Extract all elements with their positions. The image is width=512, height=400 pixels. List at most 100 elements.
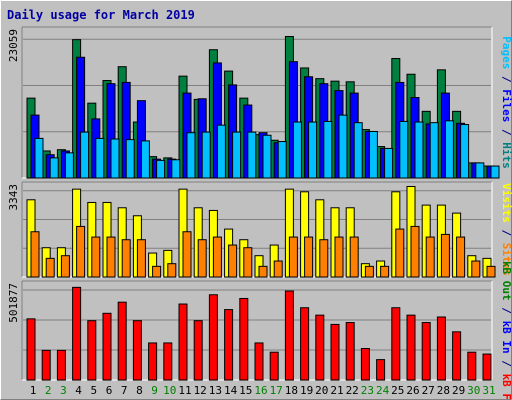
bar-hits-pages — [323, 120, 333, 179]
bar-kbytes-kb-f — [224, 309, 234, 381]
bar-sites-sites — [304, 236, 314, 278]
bar-hits-pages — [95, 137, 105, 179]
bar-hits-pages — [384, 147, 394, 179]
bar-kbytes-kb-f — [102, 312, 112, 381]
bar-sites-sites — [91, 236, 101, 278]
bar-hits-pages — [262, 134, 272, 179]
legend-label: / — [500, 69, 512, 89]
bar-kbytes-kb-f — [56, 349, 66, 381]
bar-hits-pages — [247, 131, 257, 179]
bar-sites-sites — [30, 231, 40, 278]
bar-hits-pages — [140, 140, 150, 179]
x-tick-label: 2 — [45, 384, 52, 397]
bar-hits-pages — [490, 165, 500, 179]
bar-hits-pages — [171, 159, 181, 179]
bar-kbytes-kb-f — [467, 351, 477, 381]
bar-hits-pages — [201, 131, 211, 179]
bar-kbytes-kb-f — [254, 342, 264, 381]
bar-kbytes-kb-f — [421, 322, 431, 381]
panel-hits-ymax-label: 23059 — [7, 29, 20, 62]
x-tick-label: 27 — [422, 384, 435, 397]
x-tick-label: 18 — [285, 384, 298, 397]
bar-sites-sites — [364, 265, 374, 278]
bar-kbytes-kb-f — [284, 290, 294, 381]
legend-label: Pages — [500, 36, 512, 69]
bar-hits-pages — [368, 130, 378, 179]
x-tick-label: 21 — [330, 384, 343, 397]
bar-hits-pages — [399, 120, 409, 179]
bar-hits-pages — [125, 139, 135, 179]
bar-kbytes-kb-f — [132, 320, 142, 381]
bar-kbytes-kb-f — [117, 301, 127, 381]
bar-kbytes-kb-f — [41, 349, 51, 381]
x-tick-label: 26 — [406, 384, 419, 397]
bar-sites-sites — [471, 260, 481, 278]
bar-hits-pages — [34, 137, 44, 179]
legend-label: kB F — [500, 374, 512, 400]
bar-kbytes-kb-f — [72, 286, 82, 381]
bar-sites-sites — [136, 239, 146, 278]
chart-title: Daily usage for March 2019 — [7, 8, 195, 22]
bar-sites-sites — [273, 260, 283, 278]
bar-hits-pages — [232, 131, 242, 179]
bar-hits-pages — [49, 157, 59, 179]
legend-label: Hits — [500, 142, 512, 169]
x-tick-label: 20 — [315, 384, 328, 397]
x-tick-label: 1 — [30, 384, 37, 397]
x-tick-label: 15 — [239, 384, 252, 397]
bar-hits-pages — [338, 114, 348, 179]
bar-sites-sites — [45, 257, 55, 278]
bar-kbytes-kb-f — [360, 347, 370, 381]
bar-kbytes-kb-f — [26, 318, 36, 381]
legend-label: Visits — [500, 183, 512, 223]
x-tick-label: 8 — [136, 384, 143, 397]
bar-sites-sites — [319, 239, 329, 278]
bar-kbytes-kb-f — [330, 323, 340, 381]
bar-hits-pages — [308, 121, 318, 179]
bar-kbytes-kb-f — [391, 307, 401, 381]
bar-sites-sites — [258, 265, 268, 278]
legend-label: Sites — [500, 243, 512, 276]
x-tick-label: 10 — [163, 384, 176, 397]
x-tick-label: 14 — [224, 384, 238, 397]
bar-kbytes-kb-f — [239, 297, 249, 381]
bar-sites-sites — [76, 225, 86, 278]
x-tick-label: 28 — [437, 384, 450, 397]
bar-hits-pages — [277, 141, 287, 179]
bar-sites-sites — [106, 236, 116, 278]
bar-kbytes-kb-f — [482, 353, 492, 381]
x-tick-label: 22 — [346, 384, 359, 397]
x-tick-label: 4 — [75, 384, 82, 397]
x-tick-label: 7 — [121, 384, 128, 397]
x-tick-label: 19 — [300, 384, 313, 397]
bar-sites-sites — [243, 247, 253, 278]
bar-sites-sites — [182, 231, 192, 278]
bar-sites-sites — [152, 265, 162, 278]
panel-hits-legend: Pages / Files / Hits — [500, 36, 512, 169]
bar-hits-pages — [444, 120, 454, 179]
legend-label: / — [500, 223, 512, 243]
x-tick-label: 23 — [361, 384, 374, 397]
panel-kbytes-legend: kB Out / kB In / kB F — [500, 261, 512, 400]
x-tick-label: 11 — [178, 384, 191, 397]
bar-kbytes-kb-f — [208, 294, 218, 381]
bar-sites-sites — [60, 255, 70, 278]
bar-sites-sites — [456, 236, 466, 278]
legend-label: kB Out — [500, 261, 512, 301]
x-tick-label: 5 — [90, 384, 97, 397]
bar-hits-pages — [64, 152, 74, 179]
bar-kbytes-kb-f — [452, 331, 462, 381]
bar-hits-pages — [475, 162, 485, 179]
legend-label: / — [500, 301, 512, 321]
x-tick-label: 13 — [209, 384, 222, 397]
bar-hits-pages — [110, 138, 120, 179]
bar-kbytes-kb-f — [376, 359, 386, 381]
bar-kbytes-kb-f — [148, 342, 158, 381]
bar-kbytes-kb-f — [315, 314, 325, 381]
bar-kbytes-kb-f — [87, 320, 97, 381]
x-tick-label: 9 — [151, 384, 158, 397]
x-tick-label: 25 — [391, 384, 404, 397]
bar-sites-sites — [425, 236, 435, 278]
